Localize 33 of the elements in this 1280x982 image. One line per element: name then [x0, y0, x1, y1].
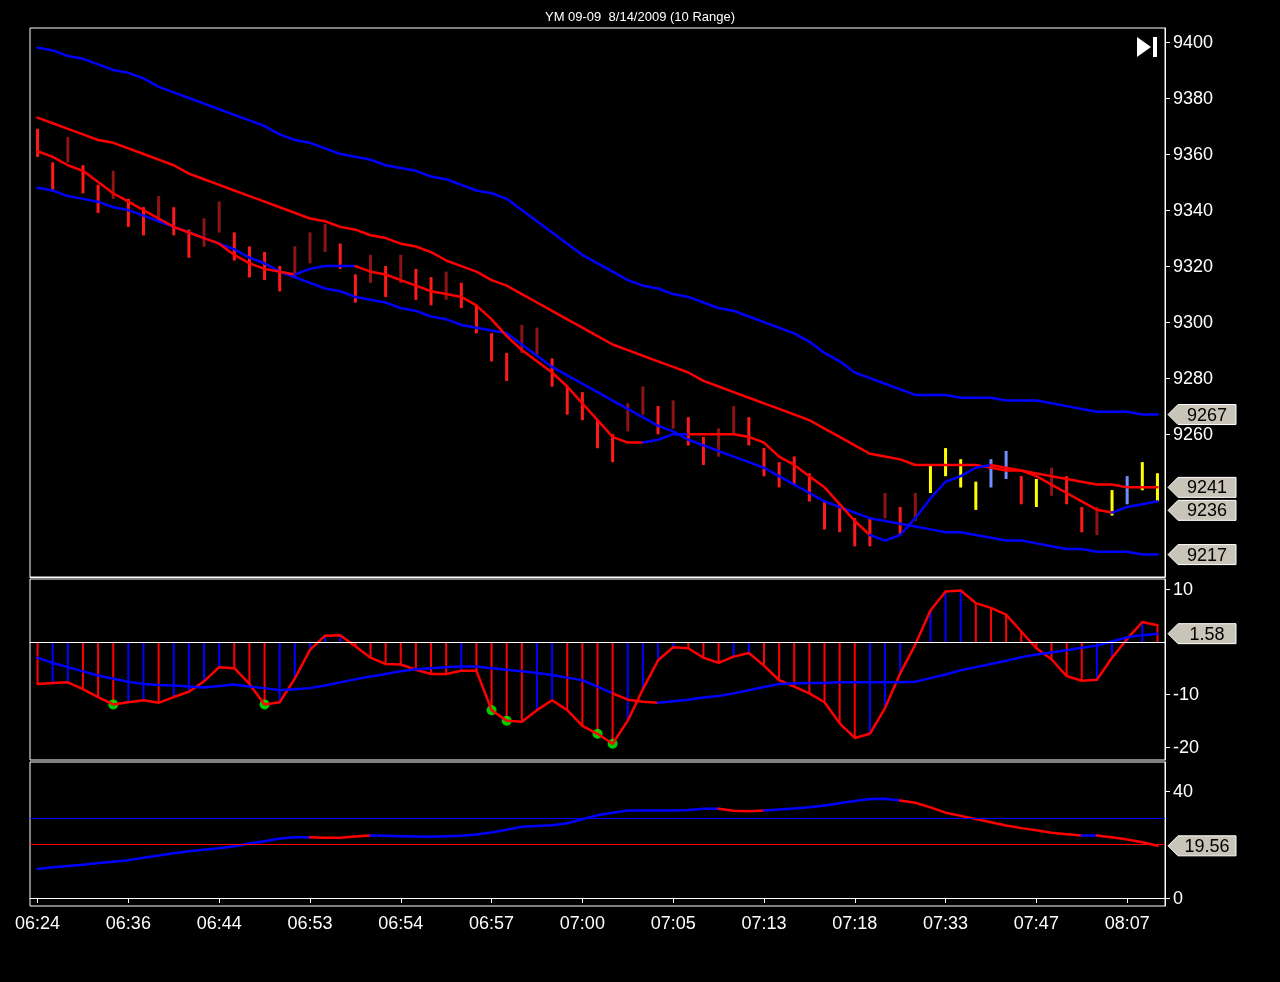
x-tick-label: 07:33	[923, 913, 969, 933]
x-tick-label: 07:00	[559, 913, 605, 933]
x-tick-label: 06:44	[196, 913, 242, 933]
y-tick-label: 9380	[1173, 88, 1214, 109]
y-tick-label: 9280	[1173, 368, 1214, 389]
y-tick-label: -10	[1173, 684, 1200, 705]
y-tick-label: 10	[1173, 579, 1194, 600]
y-tick-label: 9400	[1173, 32, 1214, 53]
data-label: 9217	[1186, 544, 1228, 565]
y-tick-label: 9300	[1173, 312, 1214, 333]
y-tick-label: 9320	[1173, 256, 1214, 277]
x-tick-label: 06:54	[378, 913, 424, 933]
y-tick-label: 9340	[1173, 200, 1214, 221]
data-label: 9236	[1186, 500, 1228, 521]
y-tick-label: 0	[1173, 888, 1184, 908]
y-tick-label: 9260	[1173, 424, 1214, 445]
x-tick-label: 06:53	[287, 913, 333, 933]
x-tick-label: 07:47	[1013, 913, 1059, 933]
data-label: 9241	[1186, 477, 1228, 498]
y-tick-label: 40	[1173, 781, 1194, 802]
x-tick-label: 06:36	[105, 913, 151, 933]
data-label: 9267	[1186, 404, 1228, 425]
x-tick-label: 08:07	[1104, 913, 1150, 933]
y-tick-label: 9360	[1173, 144, 1214, 165]
y-tick-label: -20	[1173, 736, 1200, 757]
x-tick-label: 07:05	[650, 913, 696, 933]
x-tick-label: 07:18	[832, 913, 878, 933]
x-tick-label: 07:13	[741, 913, 787, 933]
data-label: 19.56	[1184, 835, 1230, 856]
x-tick-label: 06:24	[15, 913, 61, 933]
x-tick-label: 06:57	[469, 913, 515, 933]
data-label: 1.58	[1189, 623, 1225, 644]
chart-title: YM 09-09 8/14/2009 (10 Range)	[544, 9, 736, 24]
